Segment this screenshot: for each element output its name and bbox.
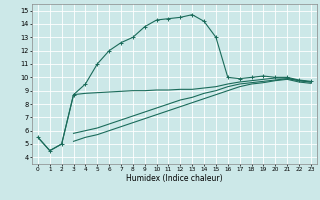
X-axis label: Humidex (Indice chaleur): Humidex (Indice chaleur) <box>126 174 223 183</box>
